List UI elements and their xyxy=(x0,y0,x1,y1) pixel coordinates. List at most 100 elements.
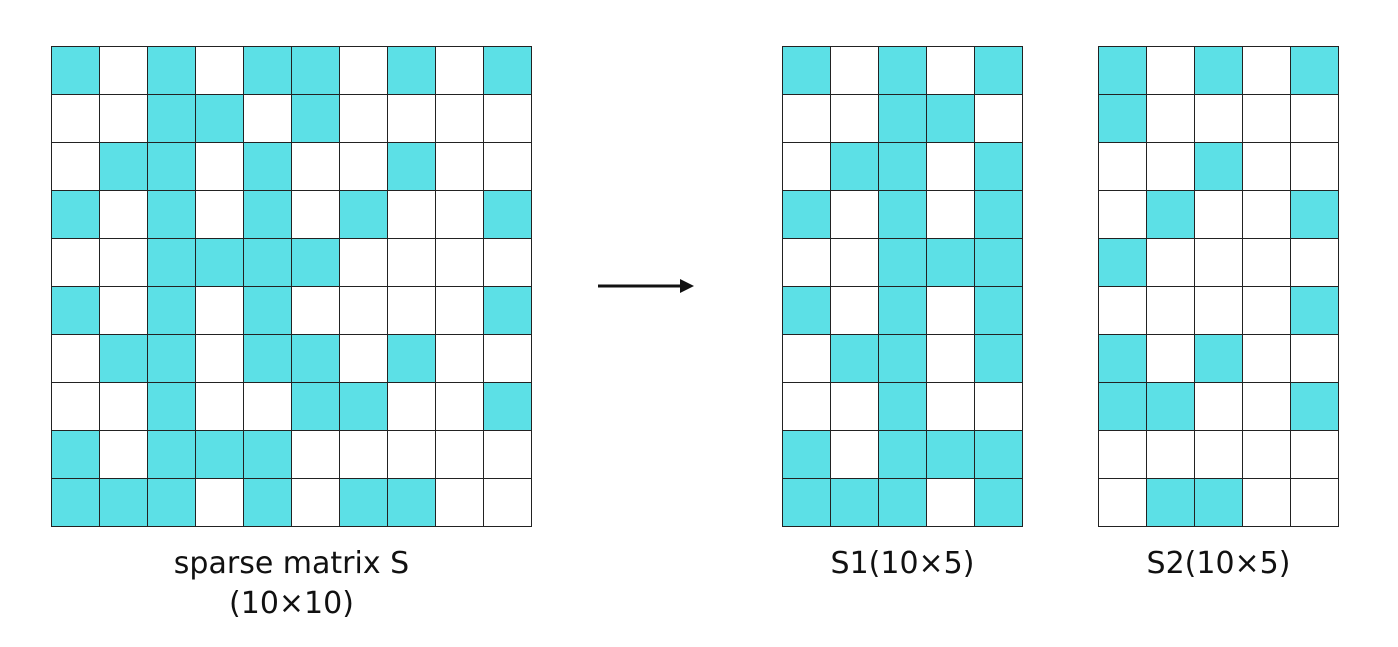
matrix-s1-caption: S1(10×5) xyxy=(830,546,975,581)
right-arrow-icon xyxy=(598,279,694,293)
matrix-s-cell-4-2 xyxy=(148,239,196,287)
matrix-s-cell-5-7 xyxy=(388,287,436,335)
matrix-s2-cell-8-4 xyxy=(1291,431,1339,479)
matrix-s2-cell-3-2 xyxy=(1195,191,1243,239)
matrix-s1-cell-5-3 xyxy=(927,287,975,335)
matrix-s-cell-0-5 xyxy=(292,47,340,95)
matrix-s2-cell-2-1 xyxy=(1147,143,1195,191)
matrix-s-cell-4-0 xyxy=(52,239,100,287)
matrix-s1-grid xyxy=(782,46,1023,527)
matrix-s-cell-9-3 xyxy=(196,479,244,527)
matrix-s2-cell-6-1 xyxy=(1147,335,1195,383)
matrix-s2-grid xyxy=(1098,46,1339,527)
matrix-s1-cell-3-3 xyxy=(927,191,975,239)
matrix-s-cell-3-5 xyxy=(292,191,340,239)
matrix-s1-cell-2-2 xyxy=(879,143,927,191)
matrix-s-cell-2-8 xyxy=(436,143,484,191)
matrix-s-cell-4-7 xyxy=(388,239,436,287)
matrix-s2-cell-4-1 xyxy=(1147,239,1195,287)
matrix-s-cell-0-0 xyxy=(52,47,100,95)
matrix-s-cell-3-7 xyxy=(388,191,436,239)
matrix-s1-cell-9-1 xyxy=(831,479,879,527)
matrix-s-cell-9-8 xyxy=(436,479,484,527)
matrix-s1-cell-2-1 xyxy=(831,143,879,191)
matrix-s2-cell-5-4 xyxy=(1291,287,1339,335)
matrix-s1-cell-8-4 xyxy=(975,431,1023,479)
matrix-s1-cell-1-4 xyxy=(975,95,1023,143)
matrix-s-cell-8-4 xyxy=(244,431,292,479)
matrix-s-cell-5-8 xyxy=(436,287,484,335)
matrix-s1-cell-1-3 xyxy=(927,95,975,143)
matrix-s-cell-8-3 xyxy=(196,431,244,479)
matrix-s1-cell-8-1 xyxy=(831,431,879,479)
matrix-s-cell-8-0 xyxy=(52,431,100,479)
matrix-s1-cell-2-4 xyxy=(975,143,1023,191)
matrix-s-cell-9-9 xyxy=(484,479,532,527)
matrix-s-cell-5-5 xyxy=(292,287,340,335)
matrix-s2-cell-2-3 xyxy=(1243,143,1291,191)
matrix-s-cell-2-3 xyxy=(196,143,244,191)
matrix-s-cell-9-0 xyxy=(52,479,100,527)
matrix-s1-cell-2-0 xyxy=(783,143,831,191)
matrix-s-cell-5-3 xyxy=(196,287,244,335)
matrix-s1-cell-7-3 xyxy=(927,383,975,431)
matrix-s1-cell-3-1 xyxy=(831,191,879,239)
matrix-s-cell-2-7 xyxy=(388,143,436,191)
matrix-s1-cell-4-1 xyxy=(831,239,879,287)
matrix-s-cell-0-2 xyxy=(148,47,196,95)
matrix-s2-cell-9-4 xyxy=(1291,479,1339,527)
matrix-s2-cell-3-3 xyxy=(1243,191,1291,239)
matrix-s-cell-7-2 xyxy=(148,383,196,431)
matrix-s2-cell-0-0 xyxy=(1099,47,1147,95)
matrix-s-cell-6-7 xyxy=(388,335,436,383)
matrix-s-cell-3-3 xyxy=(196,191,244,239)
matrix-s1-cell-4-3 xyxy=(927,239,975,287)
matrix-s-cell-8-1 xyxy=(100,431,148,479)
matrix-s-cell-9-2 xyxy=(148,479,196,527)
matrix-s-cell-8-9 xyxy=(484,431,532,479)
matrix-s-cell-7-3 xyxy=(196,383,244,431)
matrix-s-cell-7-9 xyxy=(484,383,532,431)
matrix-s2-cell-6-0 xyxy=(1099,335,1147,383)
matrix-s1-cell-6-1 xyxy=(831,335,879,383)
matrix-s-cell-3-4 xyxy=(244,191,292,239)
matrix-s-cell-4-6 xyxy=(340,239,388,287)
matrix-s-cell-3-6 xyxy=(340,191,388,239)
matrix-s-cell-6-0 xyxy=(52,335,100,383)
matrix-s-cell-3-9 xyxy=(484,191,532,239)
matrix-s2-cell-1-0 xyxy=(1099,95,1147,143)
matrix-s-cell-4-4 xyxy=(244,239,292,287)
matrix-s-cell-6-6 xyxy=(340,335,388,383)
matrix-s2-cell-9-1 xyxy=(1147,479,1195,527)
matrix-s-cell-9-5 xyxy=(292,479,340,527)
matrix-s2-cell-2-2 xyxy=(1195,143,1243,191)
matrix-s-cell-9-4 xyxy=(244,479,292,527)
matrix-s1-cell-3-2 xyxy=(879,191,927,239)
matrix-s2-cell-2-4 xyxy=(1291,143,1339,191)
matrix-s-cell-6-9 xyxy=(484,335,532,383)
matrix-s-caption: sparse matrix S (10×10) xyxy=(51,544,532,624)
matrix-s-cell-1-1 xyxy=(100,95,148,143)
matrix-s-cell-4-8 xyxy=(436,239,484,287)
matrix-s-cell-3-8 xyxy=(436,191,484,239)
matrix-s1-cell-0-4 xyxy=(975,47,1023,95)
matrix-s-cell-5-0 xyxy=(52,287,100,335)
matrix-s-cell-8-7 xyxy=(388,431,436,479)
matrix-s1-cell-2-3 xyxy=(927,143,975,191)
matrix-s2-cell-8-3 xyxy=(1243,431,1291,479)
matrix-s2-cell-7-1 xyxy=(1147,383,1195,431)
matrix-s2-cell-8-0 xyxy=(1099,431,1147,479)
matrix-s2-caption: S2(10×5) xyxy=(1146,546,1291,581)
matrix-s2-cell-3-4 xyxy=(1291,191,1339,239)
matrix-s1-cell-6-0 xyxy=(783,335,831,383)
matrix-s1-cell-5-2 xyxy=(879,287,927,335)
matrix-s2-cell-9-2 xyxy=(1195,479,1243,527)
matrix-s-cell-0-7 xyxy=(388,47,436,95)
matrix-s1-cell-6-4 xyxy=(975,335,1023,383)
matrix-s-cell-6-2 xyxy=(148,335,196,383)
matrix-s-cell-7-4 xyxy=(244,383,292,431)
matrix-s1-cell-4-4 xyxy=(975,239,1023,287)
matrix-s1-cell-7-2 xyxy=(879,383,927,431)
matrix-s-cell-2-5 xyxy=(292,143,340,191)
matrix-s2-cell-5-0 xyxy=(1099,287,1147,335)
